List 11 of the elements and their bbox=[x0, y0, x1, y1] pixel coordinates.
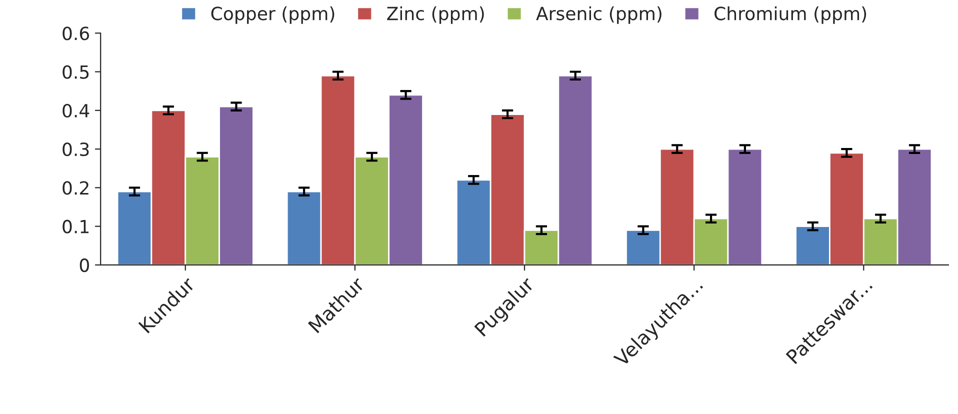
y-tick-label: 0.4 bbox=[62, 104, 90, 118]
legend-label: Chromium (ppm) bbox=[714, 6, 866, 24]
y-tick-label: 0 bbox=[80, 258, 89, 272]
y-tick-label: 0.6 bbox=[62, 26, 90, 40]
y-tick-label: 0.1 bbox=[62, 220, 89, 234]
y-tick-label: 0.3 bbox=[62, 142, 89, 156]
y-tick-label: 0.2 bbox=[62, 181, 88, 195]
y-tick-label: 0.5 bbox=[62, 65, 89, 79]
legend-label: Arsenic (ppm) bbox=[536, 6, 662, 24]
legend-label: Zinc (ppm) bbox=[387, 6, 484, 24]
legend-label: Copper (ppm) bbox=[211, 6, 334, 24]
